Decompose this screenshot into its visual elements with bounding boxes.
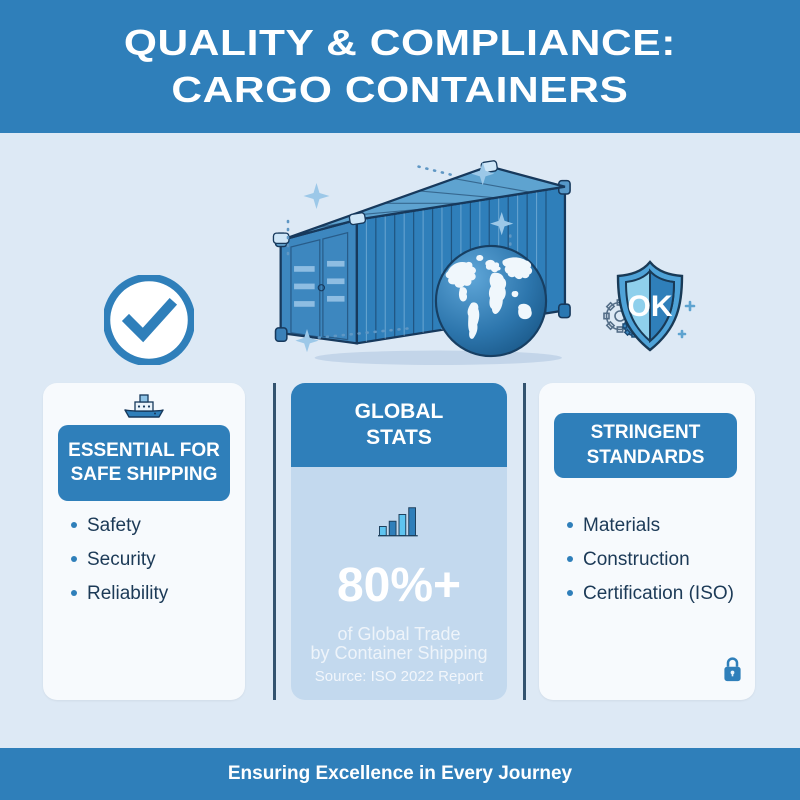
svg-text:OK: OK [628, 290, 673, 323]
